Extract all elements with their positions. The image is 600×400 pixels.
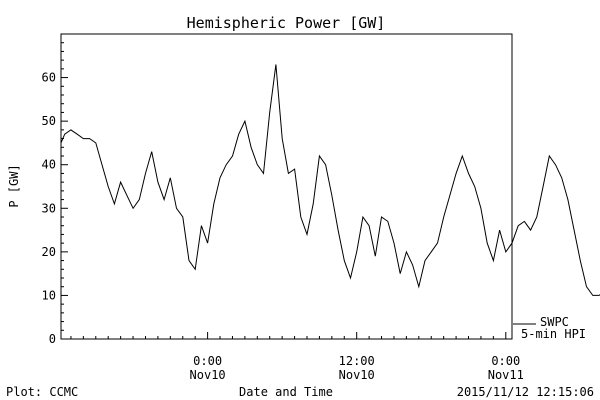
y-tick-label: 30 [42, 201, 56, 215]
plot-timestamp: 2015/11/12 12:15:06 [457, 385, 594, 399]
y-tick-label: 10 [42, 288, 56, 302]
plot-credit: Plot: CCMC [6, 385, 78, 399]
x-tick-date: Nov11 [488, 368, 524, 382]
legend-hpi: 5-min HPI [521, 327, 586, 341]
y-tick-label: 40 [42, 158, 56, 172]
x-tick-date: Nov10 [339, 368, 375, 382]
legend-swpc: SWPC [540, 315, 569, 329]
series-line-swpc [60, 64, 600, 296]
plot-frame [60, 33, 513, 340]
y-tick-label: 60 [42, 71, 56, 85]
y-tick-label: 50 [42, 114, 56, 128]
chart-title: Hemispheric Power [GW] [187, 14, 386, 32]
x-axis: 0:00Nov1012:00Nov100:00Nov1112:00Nov110:… [70, 332, 524, 382]
y-tick-label: 0 [49, 332, 56, 346]
x-tick-time: 0:00 [491, 354, 520, 368]
y-tick-label: 20 [42, 245, 56, 259]
y-axis-label: P [GW] [7, 164, 21, 207]
x-tick-time: 12:00 [339, 354, 375, 368]
x-tick-date: Nov10 [190, 368, 226, 382]
y-axis: 0 10 20 30 40 50 60 [42, 33, 68, 346]
x-axis-label: Date and Time [239, 385, 333, 399]
x-tick-time: 0:00 [193, 354, 222, 368]
